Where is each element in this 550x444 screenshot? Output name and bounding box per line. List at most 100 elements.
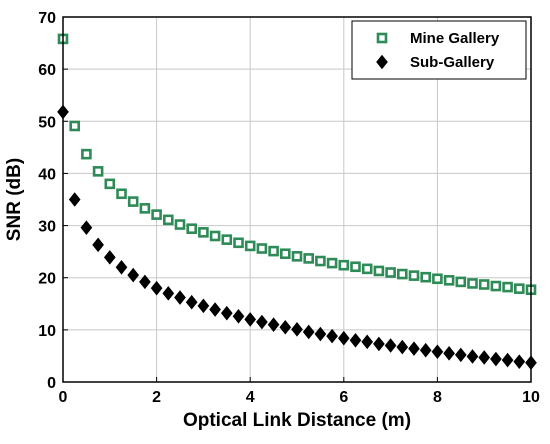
series-mine-gallery — [57, 33, 537, 296]
sub-gallery-point — [80, 220, 93, 235]
x-tick-label: 10 — [522, 389, 540, 406]
sub-gallery-point — [408, 341, 420, 356]
x-tick-label: 0 — [59, 389, 68, 406]
sub-gallery-point — [302, 324, 315, 340]
sub-gallery-point — [361, 334, 374, 350]
mine-gallery-point — [373, 265, 385, 277]
sub-gallery-point — [384, 338, 397, 353]
x-axis-label: Optical Link Distance (m) — [183, 410, 411, 431]
mine-gallery-point — [92, 166, 104, 177]
mine-gallery-point — [502, 281, 513, 293]
sub-gallery-point — [150, 280, 163, 296]
sub-gallery-point — [92, 237, 104, 253]
plot-frame — [62, 16, 532, 383]
sub-gallery-point — [501, 352, 514, 368]
x-tick-label: 6 — [339, 389, 348, 406]
mine-gallery-point — [467, 278, 478, 289]
sub-gallery-point — [490, 351, 502, 367]
x-tick-label: 2 — [152, 389, 161, 406]
sub-gallery-point — [419, 342, 432, 358]
sub-gallery-point — [314, 326, 327, 342]
mine-gallery-point — [490, 280, 502, 292]
mine-gallery-point — [104, 178, 116, 190]
mine-gallery-point — [350, 261, 361, 273]
mine-gallery-point — [338, 259, 350, 271]
legend-box — [351, 20, 527, 80]
mine-gallery-point — [513, 283, 525, 294]
sub-gallery-point — [103, 250, 116, 265]
x-tick-label: 8 — [433, 389, 442, 406]
y-tick-label: 30 — [38, 219, 56, 236]
mine-gallery-point — [81, 148, 92, 160]
sub-gallery-point — [267, 317, 280, 332]
y-tick-label: 20 — [38, 271, 56, 288]
mine-gallery-point — [221, 234, 233, 245]
mine-gallery-point — [151, 209, 162, 220]
legend-marker-sub-gallery — [376, 54, 388, 70]
mine-gallery-point — [268, 245, 279, 257]
sub-gallery-point — [431, 344, 444, 360]
sub-gallery-point — [279, 319, 292, 335]
x-tick-label: 4 — [246, 389, 255, 406]
sub-gallery-point — [478, 350, 491, 365]
legend-marker-mine-gallery — [376, 32, 388, 44]
y-tick-label: 70 — [38, 10, 56, 27]
mine-gallery-point — [256, 243, 268, 254]
mine-gallery-point — [198, 227, 209, 238]
mine-gallery-point — [396, 268, 408, 280]
sub-gallery-point — [256, 314, 268, 330]
mine-gallery-point — [291, 251, 303, 262]
mine-gallery-point — [139, 203, 151, 214]
mine-gallery-point — [326, 257, 338, 269]
sub-gallery-point — [326, 328, 338, 344]
sub-gallery-point — [197, 298, 210, 314]
y-tick-label: 40 — [38, 166, 56, 183]
sub-gallery-point — [454, 347, 467, 363]
axis-ticks: 0 2 4 6 8 10 0 10 20 30 40 50 60 70 — [38, 10, 540, 406]
sub-gallery-point — [466, 349, 479, 364]
mine-gallery-point — [209, 230, 221, 242]
y-axis-label: SNR (dB) — [4, 158, 25, 241]
y-tick-label: 60 — [38, 62, 56, 79]
mine-gallery-point — [186, 223, 197, 234]
mine-gallery-point — [408, 270, 420, 281]
mine-gallery-point — [303, 253, 315, 264]
mine-gallery-point — [244, 240, 256, 252]
sub-gallery-point — [443, 346, 455, 361]
mine-gallery-point — [279, 248, 291, 260]
sub-gallery-point — [185, 294, 198, 310]
sub-gallery-point — [174, 290, 186, 305]
mine-gallery-point — [163, 214, 174, 226]
sub-gallery-point — [115, 259, 128, 275]
legend: Mine Gallery Sub-Gallery — [351, 20, 527, 80]
sub-gallery-point — [396, 339, 409, 355]
mine-gallery-point — [127, 196, 139, 207]
y-tick-label: 0 — [47, 375, 56, 392]
mine-gallery-point — [455, 276, 467, 288]
legend-label-sub-gallery: Sub-Gallery — [410, 54, 495, 71]
mine-gallery-point — [443, 275, 455, 286]
y-tick-label: 10 — [38, 323, 56, 340]
sub-gallery-point — [513, 354, 526, 369]
sub-gallery-point — [244, 312, 257, 327]
data-series — [57, 33, 537, 371]
mine-gallery-point — [385, 267, 396, 278]
mine-gallery-point — [69, 120, 80, 132]
sub-gallery-point — [68, 192, 81, 207]
y-tick-label: 50 — [38, 114, 56, 131]
sub-gallery-point — [220, 305, 233, 321]
sub-gallery-point — [232, 308, 245, 324]
mine-gallery-point — [233, 237, 244, 249]
sub-gallery-point — [291, 322, 303, 337]
sub-gallery-point — [209, 302, 221, 317]
mine-gallery-point — [420, 271, 432, 283]
sub-gallery-point — [349, 332, 362, 348]
mine-gallery-point — [116, 188, 127, 200]
sub-gallery-point — [162, 286, 175, 301]
sub-gallery-point — [373, 336, 385, 352]
mine-gallery-point — [478, 279, 490, 290]
mine-gallery-point — [174, 219, 186, 230]
legend-label-mine-gallery: Mine Gallery — [410, 30, 500, 47]
